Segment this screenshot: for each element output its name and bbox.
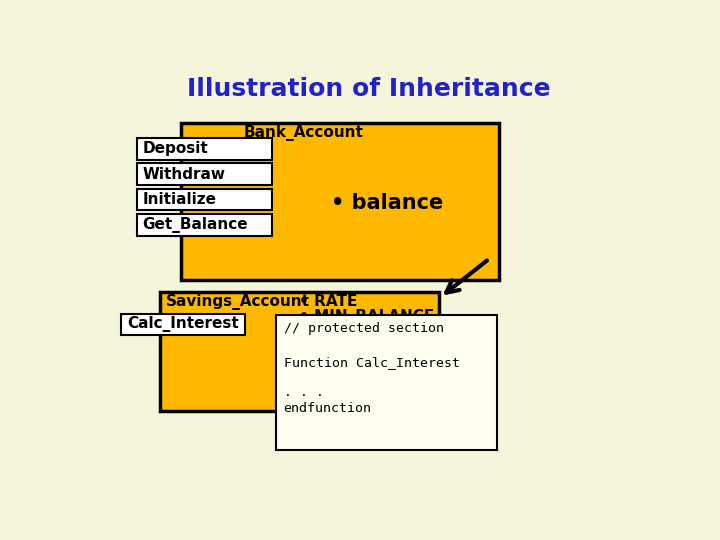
Text: Deposit: Deposit [143, 141, 209, 156]
Text: Function Calc_Interest: Function Calc_Interest [284, 356, 460, 369]
Bar [160, 292, 438, 411]
Bar [181, 123, 499, 280]
Bar [276, 315, 497, 450]
Bar [121, 314, 245, 335]
Text: Illustration of Inheritance: Illustration of Inheritance [187, 77, 551, 102]
Bar [137, 164, 272, 185]
Text: Bank_Account: Bank_Account [243, 125, 364, 140]
Text: Initialize: Initialize [143, 192, 217, 207]
Text: endfunction: endfunction [284, 402, 372, 415]
Text: . . .: . . . [284, 386, 324, 399]
Text: Calc_Interest: Calc_Interest [127, 316, 239, 332]
Text: Withdraw: Withdraw [143, 167, 225, 181]
Bar [137, 214, 272, 236]
Bar [137, 138, 272, 159]
Bar [137, 189, 272, 210]
Text: • MIN_BALANCE: • MIN_BALANCE [300, 309, 434, 326]
Text: Get_Balance: Get_Balance [143, 217, 248, 233]
Text: Savings_Account: Savings_Account [166, 294, 310, 310]
Text: // protected section: // protected section [284, 322, 444, 335]
Text: • balance: • balance [330, 193, 443, 213]
Text: • RATE: • RATE [300, 294, 358, 309]
